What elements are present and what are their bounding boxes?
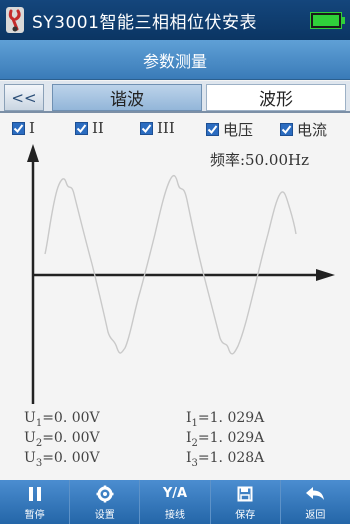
tab-bar: << 谐波 波形 xyxy=(0,81,350,113)
subscript: 2 xyxy=(35,437,43,449)
battery-icon xyxy=(310,12,346,29)
value: =0. 00V xyxy=(42,450,100,466)
x-axis-arrow-icon xyxy=(316,269,335,281)
value: =1. 029A xyxy=(197,410,265,426)
wiring-icon: Y/A xyxy=(163,484,187,504)
value: =0. 00V xyxy=(42,430,100,446)
checkmark-icon xyxy=(140,121,153,135)
save-icon xyxy=(237,484,253,504)
current-i3-readout: I3=1. 028A xyxy=(186,450,264,469)
checkbox-label: 电流 xyxy=(297,121,328,139)
voltage-u1-readout: U1=0. 00V xyxy=(24,410,100,429)
gear-icon xyxy=(96,484,114,504)
checkbox-phase-1[interactable]: I xyxy=(12,119,35,137)
symbol: U xyxy=(24,450,36,466)
y-axis-arrow-icon xyxy=(27,144,39,162)
waveform-plot xyxy=(0,142,350,410)
value: =0. 00V xyxy=(42,410,100,426)
checkbox-voltage[interactable]: 电压 xyxy=(206,119,253,140)
checkmark-icon xyxy=(75,121,88,135)
checkbox-label: III xyxy=(157,119,175,137)
app-title: SY3001智能三相相位伏安表 xyxy=(32,12,257,33)
checkbox-label: 电压 xyxy=(223,121,254,139)
subscript: 2 xyxy=(191,437,198,449)
bottom-toolbar: 暂停 设置 Y/A 接线 xyxy=(0,480,350,524)
voltage-u3-readout: U3=0. 00V xyxy=(24,450,100,469)
back-button[interactable]: << xyxy=(4,84,44,111)
settings-label: 设置 xyxy=(94,509,115,521)
app-logo-icon xyxy=(0,0,30,40)
checkmark-icon xyxy=(206,123,219,136)
current-i1-readout: I1=1. 029A xyxy=(186,410,264,429)
checkbox-phase-3[interactable]: III xyxy=(140,119,175,137)
symbol: U xyxy=(24,410,36,426)
subscript: 3 xyxy=(35,457,43,469)
value: =1. 029A xyxy=(197,430,265,446)
title-bar: SY3001智能三相相位伏安表 xyxy=(0,0,350,40)
subscript: 3 xyxy=(191,457,198,469)
tab-waveform[interactable]: 波形 xyxy=(206,84,346,111)
value: =1. 028A xyxy=(197,450,265,466)
symbol: U xyxy=(24,430,36,446)
return-label: 返回 xyxy=(305,509,326,521)
frequency-readout: 频率:50.00Hz xyxy=(210,151,309,169)
wiring-icon-text: Y/A xyxy=(162,486,188,501)
symbol: I xyxy=(186,410,192,426)
pause-icon xyxy=(28,484,42,504)
symbol: I xyxy=(186,450,192,466)
return-button[interactable]: 返回 xyxy=(280,480,350,524)
checkbox-current[interactable]: 电流 xyxy=(280,119,327,140)
page-title: 参数测量 xyxy=(0,40,350,80)
symbol: I xyxy=(186,430,192,446)
checkmark-icon xyxy=(12,121,25,135)
checkmark-icon xyxy=(280,123,293,136)
checkbox-label: I xyxy=(29,119,35,137)
checkbox-label: II xyxy=(92,119,104,137)
subscript: 1 xyxy=(35,417,43,429)
current-waveform xyxy=(44,174,297,355)
checkbox-phase-2[interactable]: II xyxy=(75,119,104,137)
return-icon xyxy=(305,484,325,504)
pause-button[interactable]: 暂停 xyxy=(0,480,71,524)
settings-button[interactable]: 设置 xyxy=(70,480,141,524)
tab-harmonic[interactable]: 谐波 xyxy=(52,84,202,111)
subscript: 1 xyxy=(191,417,198,429)
voltage-u2-readout: U2=0. 00V xyxy=(24,430,100,449)
current-i2-readout: I2=1. 029A xyxy=(186,430,264,449)
measurement-readouts: U1=0. 00V U2=0. 00V U3=0. 00V I1=1. 029A… xyxy=(0,410,350,476)
pause-label: 暂停 xyxy=(24,509,45,521)
wiring-label: 接线 xyxy=(165,509,185,521)
save-button[interactable]: 保存 xyxy=(210,480,281,524)
save-label: 保存 xyxy=(235,509,256,521)
wiring-button[interactable]: Y/A 接线 xyxy=(140,480,211,524)
channel-checkbox-row: I II III 电压 电流 xyxy=(0,117,350,141)
